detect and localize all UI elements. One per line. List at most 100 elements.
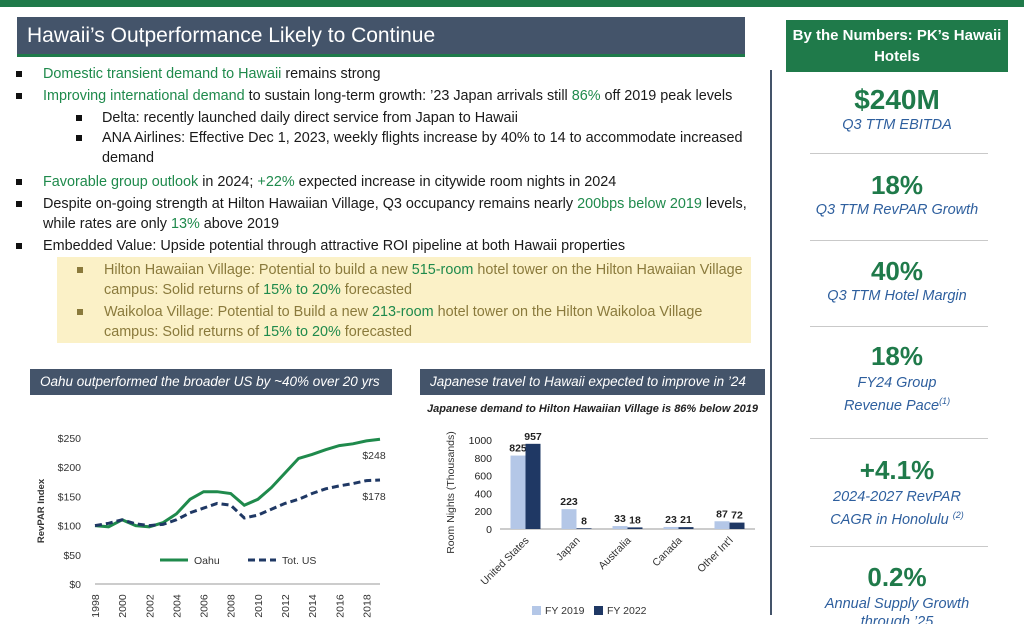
bar-value-label: 87 [716, 508, 728, 520]
y-tick-label: $50 [63, 550, 81, 562]
x-tick-label: United States [479, 535, 532, 588]
stat-label: Q3 TTM RevPAR Growth [815, 202, 979, 218]
bar-value-label: 21 [680, 514, 692, 526]
roi-pipeline-highlight: Hilton Hawaiian Village: Potential to bu… [57, 257, 751, 343]
sub-bullet-hhv: Hilton Hawaiian Village: Potential to bu… [57, 260, 751, 300]
y-axis-label: Room Nights (Thousands) [445, 431, 457, 554]
stat-revpar-growth: 18% Q3 TTM RevPAR Growth [786, 170, 1008, 219]
bullet-occupancy: Despite on-going strength at Hilton Hawa… [16, 194, 768, 234]
stat-label: Q3 TTM EBITDA [842, 117, 952, 133]
stat-value: $240M [854, 84, 940, 115]
stat-value: 0.2% [867, 562, 927, 592]
x-tick-label: Australia [596, 535, 633, 572]
stat-hotel-margin: 40% Q3 TTM Hotel Margin [786, 256, 1008, 305]
sub-bullet-ana: ANA Airlines: Effective Dec 1, 2023, wee… [16, 128, 768, 168]
x-tick-label: 2008 [226, 594, 238, 618]
stat-divider [810, 438, 988, 439]
x-tick-label: 2016 [334, 594, 346, 618]
legend-swatch [594, 606, 603, 615]
line-chart-title: Oahu outperformed the broader US by ~40%… [30, 369, 392, 395]
bar-fy-2022 [525, 443, 541, 529]
bullet-list: Domestic transient demand to Hawaii rema… [16, 64, 768, 343]
legend-label: Oahu [194, 555, 220, 567]
bar-value-label: 8 [581, 515, 587, 527]
x-tick-label: 1998 [90, 594, 102, 618]
series-line-tot-us [94, 478, 381, 528]
stat-group-pace: 18% FY24 Group Revenue Pace(1) [786, 341, 1008, 415]
x-tick-label: Other Int'l [695, 535, 735, 575]
end-value-label: $178 [362, 491, 386, 503]
bullet-domestic-demand: Domestic transient demand to Hawaii rema… [16, 64, 768, 84]
stat-value: +4.1% [859, 455, 935, 485]
stat-label: Annual Supply Growth through ’25 [824, 596, 970, 624]
y-tick-label: $100 [58, 521, 82, 533]
x-tick-label: Canada [650, 535, 685, 570]
bullet-international-demand: Improving international demand to sustai… [16, 86, 768, 106]
legend-label: FY 2019 [545, 605, 585, 617]
panel-header: By the Numbers: PK’s Hawaii Hotels [786, 20, 1008, 72]
bar-fy-2022 [678, 527, 694, 529]
bar-chart-title: Japanese travel to Hawaii expected to im… [420, 369, 765, 395]
x-tick-label: 2002 [144, 594, 156, 618]
y-tick-label: $150 [58, 491, 82, 503]
x-tick-label: 2012 [280, 594, 292, 618]
bar-value-label: 72 [731, 510, 743, 522]
panel-divider-line [770, 70, 772, 615]
bullet-group-outlook: Favorable group outlook in 2024; +22% ex… [16, 172, 768, 192]
sub-bullet-waikoloa: Waikoloa Village: Potential to Build a n… [57, 302, 751, 342]
bar-fy-2019 [561, 509, 577, 529]
x-tick-label: 2006 [199, 594, 211, 618]
x-tick-label: 2010 [253, 594, 265, 618]
bar-value-label: 23 [665, 514, 677, 526]
bar-fy-2019 [714, 521, 730, 529]
y-tick-label: 1000 [469, 435, 493, 447]
x-tick-label: 2014 [307, 594, 319, 618]
bar-fy-2019 [510, 455, 526, 529]
bar-fy-2019 [612, 526, 628, 529]
legend-swatch [532, 606, 541, 615]
y-axis-label: RevPAR Index [36, 478, 47, 543]
slide-title: Hawaii’s Outperformance Likely to Contin… [27, 24, 436, 47]
bar-value-label: 223 [560, 496, 578, 508]
stat-ebitda: $240M Q3 TTM EBITDA [786, 84, 1008, 134]
stat-divider [810, 240, 988, 241]
x-tick-label: 2018 [361, 594, 373, 618]
bar-value-label: 33 [614, 513, 626, 525]
sub-bullet-delta: Delta: recently launched daily direct se… [16, 108, 768, 128]
stat-divider [810, 153, 988, 154]
y-tick-label: 200 [474, 506, 492, 518]
stat-value: 18% [870, 170, 924, 200]
end-value-label: $248 [362, 450, 386, 462]
bar-fy-2022 [627, 527, 643, 529]
bar-value-label: 825 [509, 443, 527, 455]
legend-label: FY 2022 [607, 605, 647, 617]
stat-revpar-cagr: +4.1% 2024-2027 RevPAR CAGR in Honolulu … [786, 455, 1008, 529]
y-tick-label: 800 [474, 453, 492, 465]
stat-divider [810, 326, 988, 327]
oahu-vs-us-line-chart: $0 $50 $100 $150 $200 $250 1998 2000 2002 2004 200… [36, 433, 386, 618]
bullet-embedded-value: Embedded Value: Upside potential through… [16, 236, 768, 256]
bar-value-label: 18 [629, 514, 641, 526]
bar-chart-subtitle: Japanese demand to Hilton Hawaiian Villa… [427, 403, 758, 415]
legend-label: Tot. US [282, 555, 316, 567]
stat-value: 40% [870, 256, 924, 286]
stat-annual-supply: 0.2% Annual Supply Growth through ’25 [786, 562, 1008, 624]
bar-fy-2022 [576, 528, 592, 529]
y-tick-label: $0 [69, 579, 81, 591]
stat-divider [810, 546, 988, 547]
y-tick-label: 0 [486, 524, 492, 536]
x-tick-label: 2000 [117, 594, 129, 618]
stat-label: FY24 Group Revenue Pace(1) [843, 375, 951, 414]
y-tick-label: 400 [474, 488, 492, 500]
stat-value: 18% [870, 341, 924, 371]
x-tick-label: 2004 [171, 594, 183, 618]
japan-demand-bar-chart: 0 200 400 600 800 1000 Room Nights (Thousands)… [445, 431, 755, 617]
bar-fy-2022 [729, 522, 745, 529]
slide-title-bar: Hawaii’s Outperformance Likely to Contin… [17, 17, 745, 57]
series-line-oahu [94, 437, 381, 529]
y-tick-label: $200 [58, 462, 82, 474]
top-accent-bar [0, 0, 1024, 7]
bar-value-label: 957 [524, 431, 542, 443]
x-tick-label: Japan [554, 535, 583, 564]
stat-label: 2024-2027 RevPAR CAGR in Honolulu (2) [830, 489, 964, 528]
